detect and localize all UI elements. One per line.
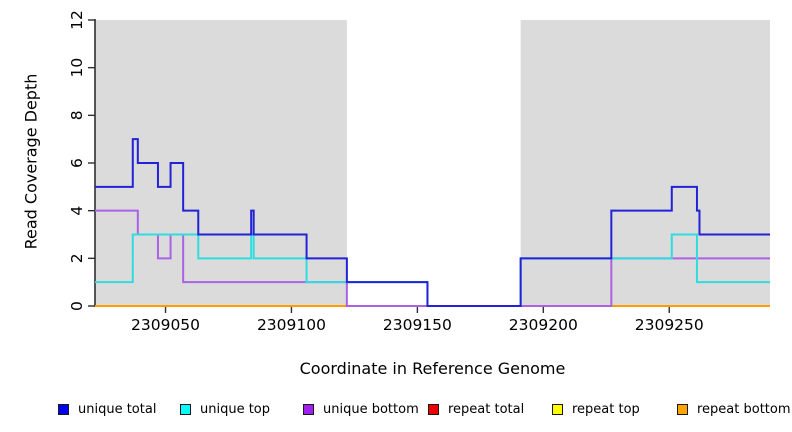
legend-label: repeat bottom xyxy=(697,401,791,417)
legend-swatch-square-icon xyxy=(428,403,439,415)
shaded-region xyxy=(520,20,770,306)
legend-label: repeat top xyxy=(572,401,640,417)
x-tick-label: 2309050 xyxy=(131,316,200,334)
series-line-unique-top xyxy=(95,233,770,307)
legend-item-repeat-bottom: repeat bottom xyxy=(677,398,791,420)
x-tick-label: 2309200 xyxy=(509,316,578,334)
legend-swatch-square-icon xyxy=(677,403,688,415)
chart-legend: unique total unique top unique bottom re… xyxy=(0,398,792,424)
legend-item-repeat-total: repeat total xyxy=(428,398,524,420)
legend-swatch-square-icon xyxy=(552,403,563,415)
y-tick-label: 10 xyxy=(68,58,86,78)
x-axis-title: Coordinate in Reference Genome xyxy=(299,359,566,378)
y-tick-label: 0 xyxy=(68,301,86,311)
legend-label: unique bottom xyxy=(323,401,419,417)
x-tick-label: 2309100 xyxy=(257,316,326,334)
legend-swatch-square-icon xyxy=(58,403,69,415)
y-tick-label: 4 xyxy=(68,206,86,216)
legend-label: repeat total xyxy=(448,401,525,417)
legend-label: unique total xyxy=(78,401,157,417)
legend-item-repeat-top: repeat top xyxy=(552,398,640,420)
coverage-chart: 0 2 4 6 8 10 12 2309050 2309100 2309150 2309200 230… xyxy=(68,10,770,334)
y-tick-label: 12 xyxy=(68,10,86,30)
legend-swatch-square-icon xyxy=(180,403,191,415)
y-tick-label: 8 xyxy=(68,110,86,120)
y-axis-title: Read Coverage Depth xyxy=(21,73,41,250)
legend-item-unique-total: unique total xyxy=(58,398,156,420)
legend-item-unique-bottom: unique bottom xyxy=(303,398,419,420)
series-line-unique-total xyxy=(95,138,770,307)
legend-label: unique top xyxy=(200,401,271,417)
x-tick-label: 2309150 xyxy=(383,316,452,334)
legend-item-unique-top: unique top xyxy=(180,398,270,420)
x-tick-label: 2309250 xyxy=(635,316,704,334)
y-tick-label: 2 xyxy=(68,253,86,263)
legend-swatch-square-icon xyxy=(303,403,314,415)
y-tick-label: 6 xyxy=(68,158,86,168)
